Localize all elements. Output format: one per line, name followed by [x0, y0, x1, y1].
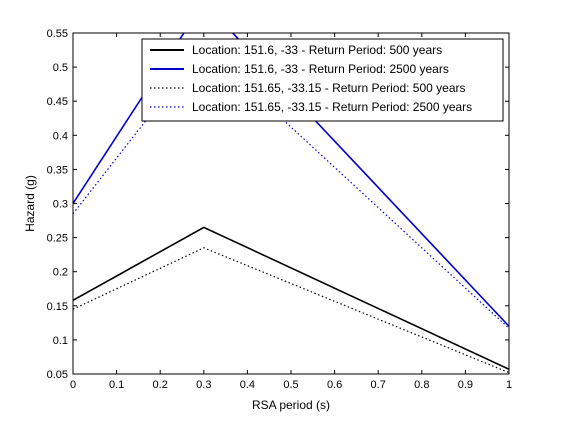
- x-tick-label: 0.2: [153, 379, 168, 391]
- legend-label-3: Location: 151.65, -33.15 - Return Period…: [192, 81, 466, 95]
- x-tick-label: 0.4: [240, 379, 255, 391]
- series-line-2: [73, 33, 509, 327]
- legend-label-1: Location: 151.6, -33 - Return Period: 50…: [192, 43, 442, 57]
- y-tick-label: 0.4: [53, 130, 68, 142]
- x-tick-label: 0.8: [414, 379, 429, 391]
- y-tick-label: 0.3: [53, 199, 68, 211]
- x-tick-label: 0.6: [327, 379, 342, 391]
- x-tick-label: 0.1: [109, 379, 124, 391]
- x-tick-label: 0: [70, 379, 76, 391]
- y-tick-label: 0.05: [47, 369, 68, 381]
- y-tick-label: 0.2: [53, 267, 68, 279]
- legend-box: [141, 38, 504, 122]
- x-tick-label: 0.9: [458, 379, 473, 391]
- y-axis-label: Hazard (g): [23, 175, 37, 232]
- x-axis-label: RSA period (s): [252, 398, 330, 412]
- y-tick-label: 0.15: [47, 301, 68, 313]
- x-tick-label: 1: [506, 379, 512, 391]
- x-tick-label: 0.5: [283, 379, 298, 391]
- y-tick-label: 0.25: [47, 233, 68, 245]
- y-tick-label: 0.35: [47, 164, 68, 176]
- y-tick-label: 0.55: [47, 28, 68, 40]
- series-line-3: [73, 247, 509, 374]
- legend-label-4: Location: 151.65, -33.15 - Return Period…: [192, 100, 472, 114]
- y-tick-label: 0.5: [53, 62, 68, 74]
- series-line-1: [73, 226, 509, 370]
- y-tick-label: 0.45: [47, 96, 68, 108]
- legend-label-2: Location: 151.6, -33 - Return Period: 25…: [192, 62, 449, 76]
- y-tick-label: 0.1: [53, 335, 68, 347]
- x-tick-label: 0.3: [196, 379, 211, 391]
- x-tick-label: 0.7: [371, 379, 386, 391]
